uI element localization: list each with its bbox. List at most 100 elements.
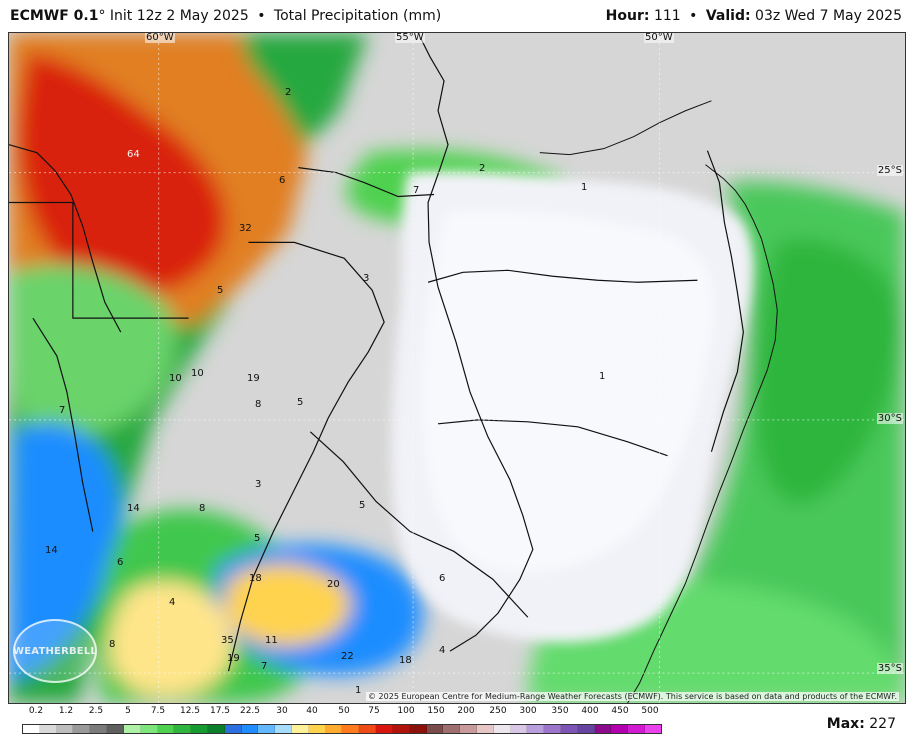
legend-swatch-8: [140, 725, 158, 733]
valid-value: 03z Wed 7 May 2025: [755, 8, 902, 24]
legend-label-17-5: 17.5: [209, 706, 231, 716]
legend-swatch-11: [191, 725, 208, 733]
field-label-3: 6: [279, 175, 286, 186]
latitude-label-25s: 25°S: [876, 165, 903, 176]
header-bullet: •: [257, 8, 266, 24]
precipitation-map: 60°W 55°W 50°W 25°S 30°S 35°S 64 2 6 7 2…: [8, 32, 906, 704]
legend-swatch-15: [258, 725, 276, 733]
field-label-19: 14: [45, 545, 58, 556]
legend-swatch-34: [577, 725, 595, 733]
field-label-17: 14: [127, 503, 140, 514]
field-label-9: 3: [363, 273, 370, 284]
field-name: Total Precipitation (mm): [273, 8, 442, 24]
field-label-23: 6: [117, 557, 124, 568]
degree-symbol: °: [98, 8, 106, 24]
legend-label-200: 200: [457, 706, 475, 716]
legend-swatch-20: [342, 725, 360, 733]
header-right: Hour: 111 • Valid: 03z Wed 7 May 2025: [606, 0, 902, 32]
legend-swatch-12: [207, 725, 225, 733]
legend-label-350: 350: [551, 706, 569, 716]
field-label-22: 5: [254, 533, 261, 544]
legend-swatch-7: [123, 725, 141, 733]
legend-label-2-5: 2.5: [88, 706, 104, 716]
field-label-11: 10: [191, 368, 204, 379]
legend-swatch-38: [645, 725, 661, 733]
legend-label-30: 30: [276, 706, 288, 716]
longitude-label-55w: 55°W: [395, 32, 425, 43]
valid-label: Valid:: [705, 8, 751, 24]
max-value-display: Max: 227: [827, 716, 896, 732]
legend-label-7-5: 7.5: [150, 706, 166, 716]
legend-swatch-6: [107, 725, 124, 733]
legend-label-0-2: 0.2: [28, 706, 44, 716]
legend-swatch-36: [611, 725, 629, 733]
legend-label-75: 75: [368, 706, 380, 716]
map-header: ECMWF 0.1° Init 12z 2 May 2025 • Total P…: [0, 0, 914, 32]
field-label-29: 35: [221, 635, 234, 646]
field-label-6: 1: [581, 182, 588, 193]
legend-swatch-35: [594, 725, 612, 733]
field-label-12: 19: [247, 373, 260, 384]
field-label-2: 2: [285, 87, 292, 98]
weatherbell-logo: WEATHERBELL: [13, 619, 97, 683]
init-time: Init 12z 2 May 2025: [109, 8, 249, 24]
legend-label-250: 250: [489, 706, 507, 716]
max-value: 227: [869, 716, 896, 732]
legend-color-bar: [22, 724, 662, 734]
legend-swatch-26: [443, 725, 461, 733]
field-label-32: 22: [341, 651, 354, 662]
legend-label-1-2: 1.2: [58, 706, 74, 716]
legend-swatch-17: [292, 725, 309, 733]
legend-label-150: 150: [427, 706, 445, 716]
dry-area: [391, 171, 753, 643]
precipitation-legend: 0.2 1.2 2.5 5 7.5 12.5 17.5 22.5 30 40 5…: [22, 706, 662, 746]
field-label-20: 5: [359, 500, 366, 511]
hour-label: Hour:: [605, 8, 650, 24]
field-label-25: 20: [327, 579, 340, 590]
field-label-5: 2: [479, 163, 486, 174]
legend-swatch-9: [157, 725, 175, 733]
field-label-10: 10: [169, 373, 182, 384]
legend-swatch-22: [376, 725, 393, 733]
legend-swatch-29: [493, 725, 511, 733]
legend-swatch-27: [460, 725, 477, 733]
legend-label-100: 100: [397, 706, 415, 716]
legend-swatch-23: [392, 725, 410, 733]
legend-swatch-33: [561, 725, 578, 733]
field-label-31: 11: [265, 635, 278, 646]
model-name: ECMWF 0.1: [10, 8, 99, 24]
legend-label-5: 5: [125, 706, 131, 716]
legend-label-22-5: 22.5: [239, 706, 261, 716]
field-label-14: 5: [297, 397, 304, 408]
legend-swatch-10: [174, 725, 192, 733]
legend-swatch-24: [409, 725, 427, 733]
legend-swatch-25: [426, 725, 444, 733]
header-left: ECMWF 0.1° Init 12z 2 May 2025 • Total P…: [10, 0, 441, 32]
legend-swatch-4: [73, 725, 91, 733]
legend-label-400: 400: [581, 706, 599, 716]
legend-labels: 0.2 1.2 2.5 5 7.5 12.5 17.5 22.5 30 40 5…: [22, 706, 662, 724]
copyright-notice: © 2025 European Centre for Medium-Range …: [366, 692, 899, 701]
legend-swatch-31: [527, 725, 545, 733]
max-label: Max:: [826, 716, 865, 732]
legend-label-12-5: 12.5: [179, 706, 201, 716]
legend-swatch-19: [325, 725, 343, 733]
legend-swatch-13: [224, 725, 242, 733]
longitude-label-50w: 50°W: [644, 32, 674, 43]
coastline: [539, 100, 778, 703]
field-label-36: 1: [355, 685, 362, 696]
legend-swatch-1: [23, 725, 40, 733]
legend-label-50: 50: [338, 706, 350, 716]
field-label-30: 19: [227, 653, 240, 664]
field-label-18: 8: [199, 503, 206, 514]
field-label-8: 5: [217, 285, 224, 296]
legend-swatch-28: [476, 725, 494, 733]
field-label-24: 18: [249, 573, 262, 584]
legend-swatch-5: [90, 725, 108, 733]
latitude-label-35s: 35°S: [876, 663, 903, 674]
legend-swatch-32: [544, 725, 561, 733]
legend-swatch-2: [39, 725, 57, 733]
field-label-4: 7: [413, 185, 420, 196]
legend-swatch-30: [510, 725, 528, 733]
precip-shading: [9, 33, 905, 703]
